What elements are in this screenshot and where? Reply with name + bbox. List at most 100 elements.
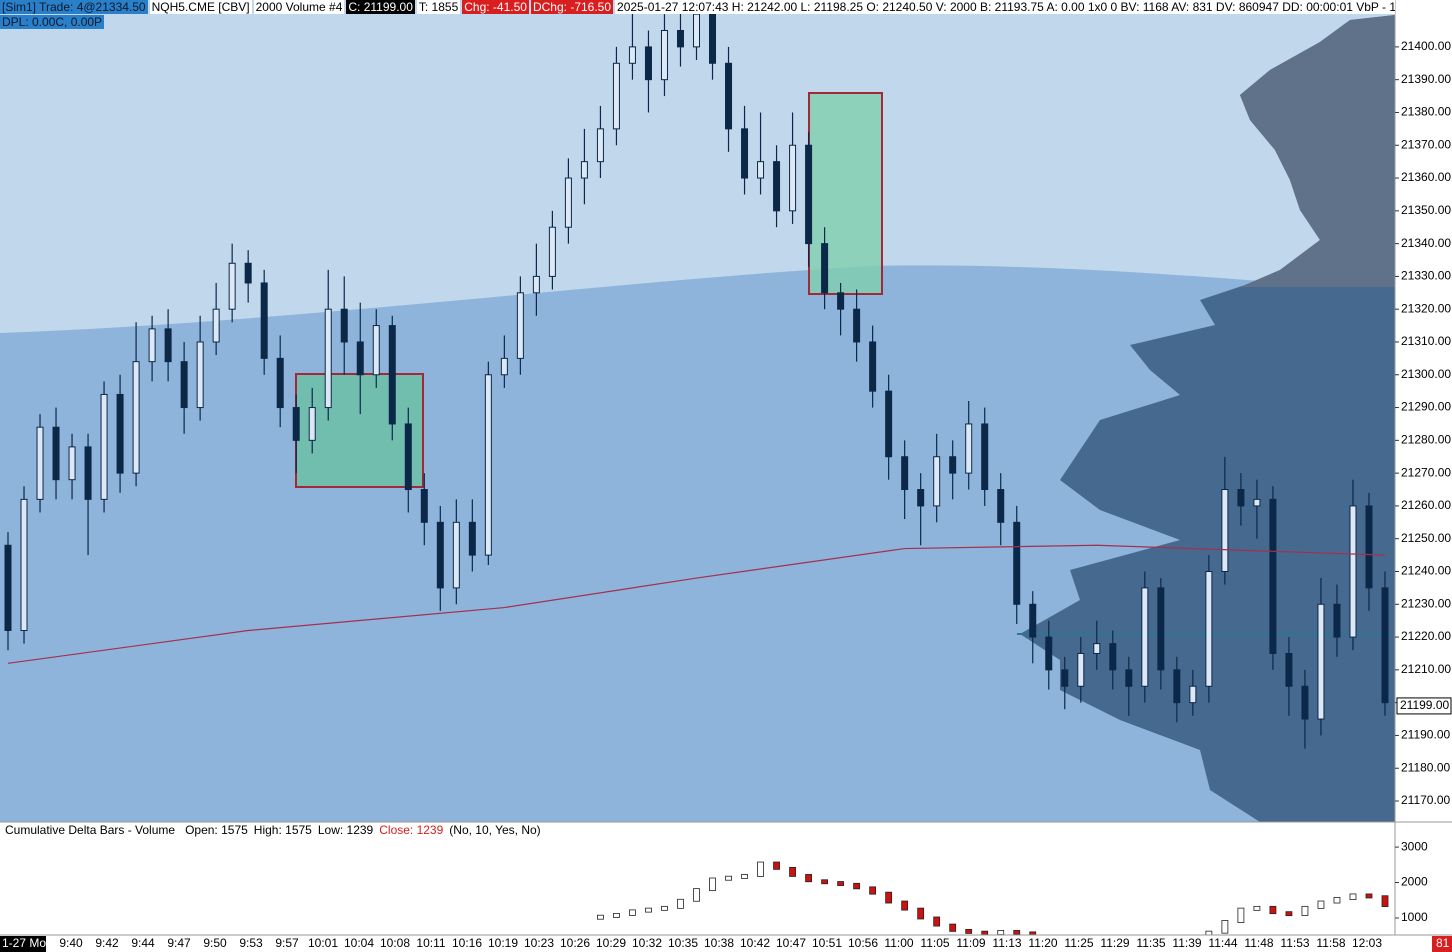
delta-bar (1253, 905, 1261, 911)
candle-body (52, 426, 60, 481)
y-tick-label: 21330.00 (1401, 269, 1451, 283)
delta-bar (837, 881, 845, 886)
candle-body (660, 29, 668, 81)
header-line2: DPL: 0.00C, 0.00P (0, 15, 105, 30)
candle-body (1093, 643, 1101, 654)
delta-bar (917, 907, 925, 920)
y-tick-label: 21190.00 (1401, 728, 1450, 742)
y-tick-label: 21270.00 (1401, 465, 1451, 479)
y-tick-label: 3000 (1401, 839, 1428, 853)
candle-body (1173, 669, 1181, 704)
candle-body (148, 328, 156, 363)
candle-body (1157, 587, 1165, 671)
volume-profile (1020, 15, 1395, 822)
x-tick-label: 10:19 (488, 936, 518, 950)
x-tick-label: 11:05 (920, 936, 949, 950)
delta-bar (709, 877, 716, 892)
x-tick-label: 11:39 (1172, 936, 1201, 950)
lower-title-field: High: 1575 (253, 823, 312, 837)
y-tick-label: 21180.00 (1401, 760, 1450, 774)
candle-body (676, 29, 684, 48)
delta-bar (1205, 930, 1213, 935)
header-field: 2000 Volume #4 (253, 0, 345, 14)
candle-body (949, 456, 957, 474)
candle-body (853, 308, 861, 343)
candle-body (1125, 669, 1133, 687)
y-tick-label: 21220.00 (1401, 629, 1451, 643)
x-tick-label: 10:47 (776, 936, 806, 950)
drawn-rectangle (808, 92, 883, 295)
y-tick-label: 21390.00 (1401, 72, 1451, 86)
delta-bar (1221, 920, 1229, 934)
candle-body (340, 308, 348, 343)
candle-body (1141, 587, 1149, 687)
header-field: Chg: -41.50 (462, 0, 529, 14)
delta-bar (677, 898, 684, 909)
lower-title-field: (No, 10, Yes, No) (449, 823, 541, 837)
candle-body (532, 275, 540, 294)
candle-body (180, 361, 188, 409)
candle-body (196, 341, 204, 409)
candle-body (1205, 570, 1213, 687)
delta-bar (693, 888, 700, 902)
dpl-label: DPL: 0.00C, 0.00P (0, 15, 105, 29)
candle-body (4, 544, 12, 632)
y-tick-label: 21280.00 (1401, 433, 1451, 447)
y-tick-label: 21370.00 (1401, 137, 1451, 151)
y-tick-label: 21260.00 (1401, 498, 1451, 512)
candle-body (1285, 652, 1293, 687)
delta-bar (901, 900, 909, 911)
candle-body (1221, 489, 1229, 572)
y-tick-label: 21310.00 (1401, 334, 1451, 348)
x-tick-label: 9:47 (167, 936, 191, 950)
candle-body (965, 423, 973, 474)
x-tick-label: 11:29 (1100, 936, 1129, 950)
y-tick-label: 21320.00 (1401, 301, 1451, 315)
date-label: 1-27 Mo (2, 936, 46, 950)
delta-bar (789, 866, 796, 877)
delta-bar (773, 861, 780, 870)
delta-bar (757, 861, 764, 877)
candle-body (1013, 521, 1021, 605)
x-tick-label: 10:16 (452, 936, 482, 950)
y-tick-label: 21340.00 (1401, 236, 1451, 250)
lower-title-field: Low: 1239 (317, 823, 374, 837)
delta-bar (965, 928, 973, 934)
candle-body (789, 144, 797, 212)
candle-body (644, 46, 652, 81)
candle-body (100, 393, 108, 500)
price-axis (1395, 0, 1452, 822)
candle-body (869, 341, 877, 392)
candle-body (324, 308, 332, 409)
delta-bar (1013, 930, 1021, 935)
delta-bar (725, 875, 732, 881)
candle-body (1061, 669, 1069, 687)
x-tick-label: 10:42 (740, 936, 770, 950)
x-tick-label: 11:53 (1280, 936, 1309, 950)
candle-body (885, 390, 893, 458)
y-tick-label: 21290.00 (1401, 400, 1451, 414)
x-tick-label: 10:23 (524, 936, 554, 950)
candle-body (548, 226, 556, 277)
header-field: C: 21199.00 (346, 0, 415, 14)
x-tick-label: 10:38 (704, 936, 734, 950)
candle-body (436, 521, 444, 589)
candle-body (837, 292, 845, 310)
x-tick-label: 10:08 (380, 936, 410, 950)
candle-body (68, 446, 76, 481)
candle-body (356, 341, 364, 376)
candle-body (1349, 505, 1357, 638)
y-tick-label: 2000 (1401, 875, 1428, 889)
candle-body (404, 423, 412, 491)
delta-bar (1365, 893, 1373, 899)
x-tick-label: 11:25 (1064, 936, 1093, 950)
delta-bar (1237, 907, 1245, 923)
delta-bar (1301, 905, 1309, 916)
delta-bar (1094, 940, 1100, 944)
delta-bar (853, 882, 861, 890)
candle-body (1029, 603, 1037, 638)
candle-body (1269, 498, 1277, 654)
y-tick-label: 21400.00 (1401, 39, 1451, 53)
delta-bar (869, 886, 877, 895)
candle-body (1317, 603, 1325, 720)
